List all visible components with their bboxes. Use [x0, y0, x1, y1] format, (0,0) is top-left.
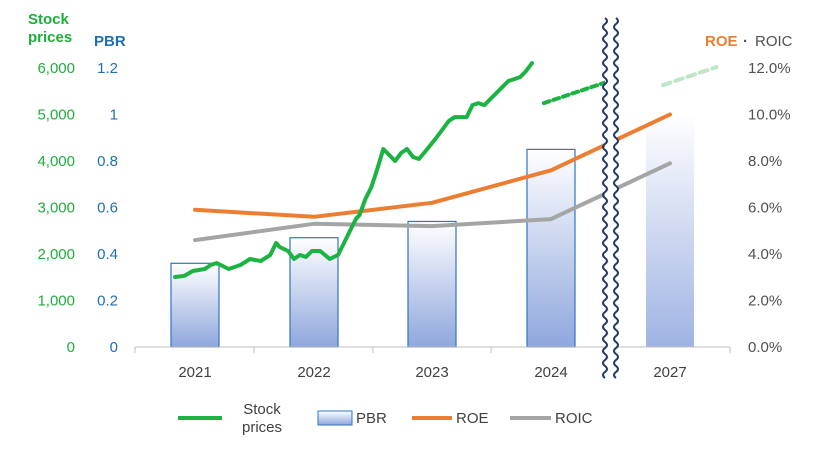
pbr-bar — [646, 114, 694, 347]
stock-axis-title-line1: Stock — [28, 11, 70, 28]
legend-roic-label: ROIC — [555, 410, 593, 427]
x-axis-ticks: 2021 2022 2023 2024 2027 — [134, 347, 731, 381]
x-tick-label: 2023 — [415, 364, 448, 381]
roic-axis-title: ROIC — [755, 33, 793, 50]
pct-tick-label: 6.0% — [748, 200, 782, 217]
pct-tick-label: 4.0% — [748, 246, 782, 263]
legend-stock-label-line1: Stock — [243, 401, 281, 418]
stock-forecast-dash — [541, 79, 612, 106]
pbr-tick-label: 0.8 — [97, 153, 118, 170]
stock-tick-label: 5,000 — [37, 107, 75, 124]
legend-stock-label-line2: prices — [242, 419, 282, 436]
pbr-bar — [289, 237, 339, 348]
pbr-tick-label: 1.2 — [97, 60, 118, 77]
legend-roe-label: ROE — [456, 410, 489, 427]
stock-axis-title-line2: prices — [28, 29, 72, 46]
axis-break-marker — [602, 16, 619, 380]
axis-title-separator: · — [743, 33, 748, 50]
roe-axis-title: ROE — [705, 33, 738, 50]
pct-tick-label: 2.0% — [748, 293, 782, 310]
pbr-tick-label: 0.4 — [97, 246, 118, 263]
stock-tick-label: 2,000 — [37, 246, 75, 263]
roic-line — [193, 161, 672, 243]
stock-axis-ticks: 0 2,000 1,000 3,000 4,000 5,000 6,000 — [37, 60, 75, 356]
pbr-tick-label: 0.2 — [97, 293, 118, 310]
pct-tick-label: 8.0% — [748, 153, 782, 170]
pbr-tick-label: 0.6 — [97, 200, 118, 217]
stock-tick-label: 1,000 — [37, 293, 75, 310]
legend-pbr-swatch — [317, 410, 353, 426]
legend-pbr-label: PBR — [356, 410, 387, 427]
stock-price-line — [173, 61, 534, 279]
pbr-axis-ticks: 0 0.2 0.4 0.6 0.8 1 1.2 — [97, 60, 118, 356]
pbr-tick-label: 1 — [110, 107, 118, 124]
pbr-bar — [526, 148, 576, 348]
pct-tick-label: 10.0% — [748, 107, 791, 124]
x-tick-label: 2024 — [534, 364, 567, 381]
pbr-bar — [407, 220, 457, 348]
stock-tick-label: 6,000 — [37, 60, 75, 77]
stock-tick-label: 4,000 — [37, 153, 75, 170]
roe-line — [193, 112, 672, 219]
axis-break-wave-left — [602, 17, 608, 379]
stock-tick-label: 3,000 — [37, 200, 75, 217]
pbr-axis-title: PBR — [94, 33, 126, 50]
pbr-tick-label: 0 — [110, 339, 118, 356]
stock-forecast-dash-far — [660, 65, 719, 88]
axis-break-wave-right — [613, 17, 619, 379]
pbr-bars — [170, 114, 694, 348]
x-tick-label: 2021 — [178, 364, 211, 381]
x-tick-label: 2027 — [653, 364, 686, 381]
pct-tick-label: 12.0% — [748, 60, 791, 77]
series-lines — [173, 61, 719, 279]
stock-tick-label: 0 — [67, 339, 75, 356]
x-tick-label: 2022 — [297, 364, 330, 381]
pct-tick-label: 0.0% — [748, 339, 782, 356]
pct-axis-ticks: 0.0% 2.0% 4.0% 6.0% 8.0% 10.0% 12.0% — [748, 60, 791, 356]
